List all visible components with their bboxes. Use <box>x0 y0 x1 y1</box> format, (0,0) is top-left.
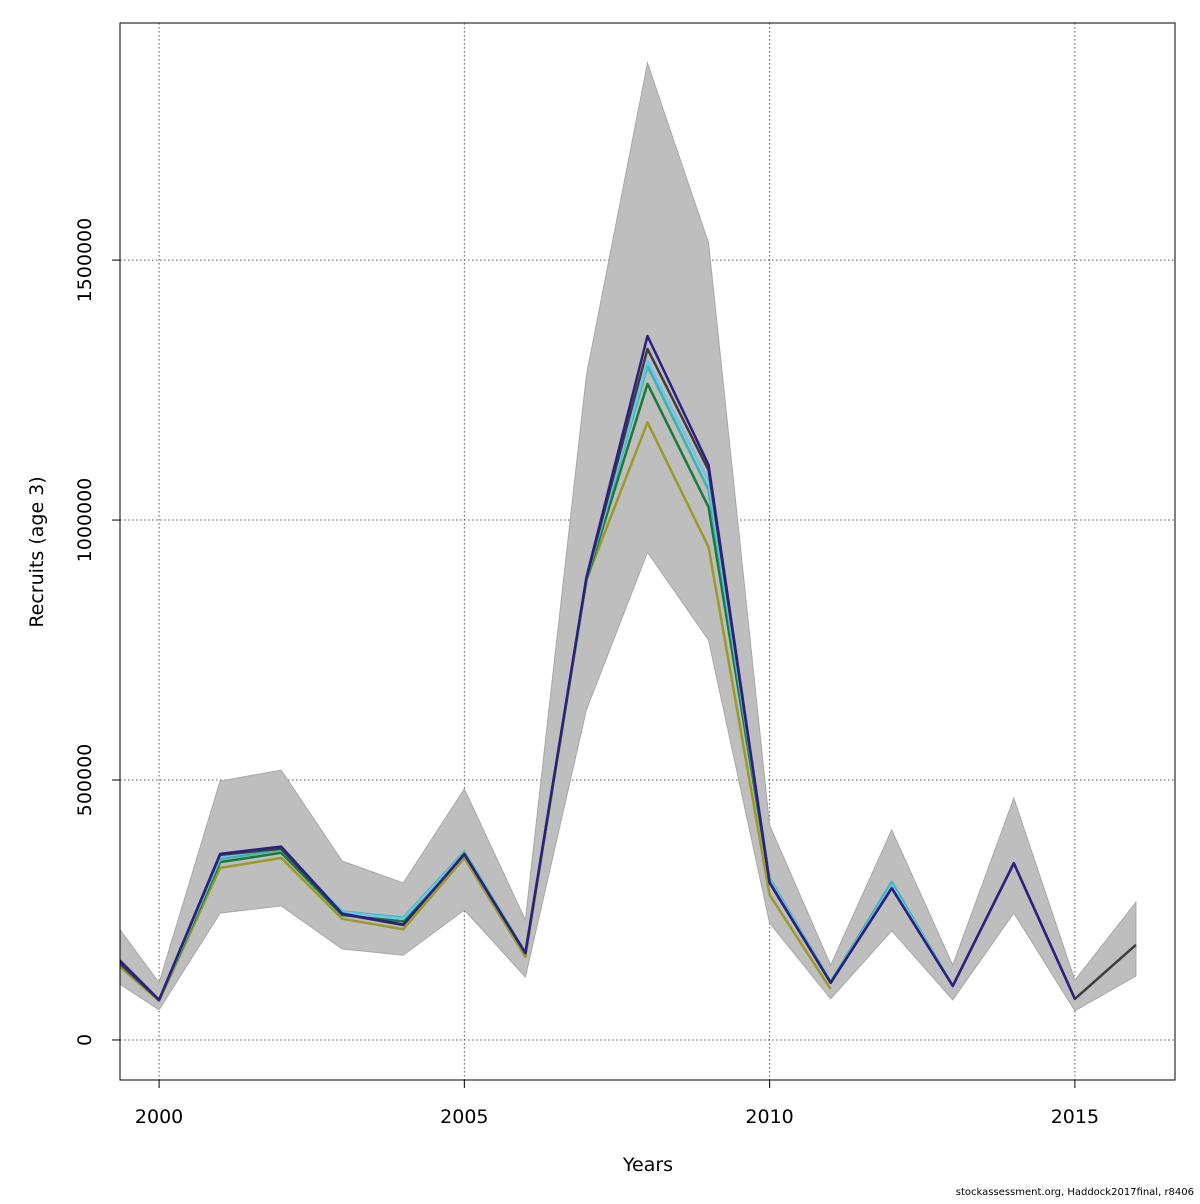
y-tick-label: 1000000 <box>74 478 96 563</box>
plot-frame <box>119 22 1176 1081</box>
y-axis-label: Recruits (age 3) <box>26 476 48 627</box>
axes: 2000 2005 2010 2015 0 500000 1000000 1500000 <box>74 218 1099 1128</box>
y-tick-label: 500000 <box>74 744 96 817</box>
series-group <box>120 334 1137 1003</box>
series-line-0 <box>120 421 832 1003</box>
y-tick-label: 1500000 <box>74 218 96 303</box>
confidence-band <box>120 61 1137 1012</box>
x-tick-label: 2010 <box>745 1106 793 1128</box>
series-line-5 <box>120 334 1077 1002</box>
x-tick-label: 2005 <box>440 1106 488 1128</box>
x-axis-label: Years <box>622 1154 673 1176</box>
x-tick-label: 2015 <box>1051 1106 1099 1128</box>
confidence-band-group <box>120 61 1137 1012</box>
footer-source: stockassessment.org, Haddock2017final, r… <box>955 1187 1194 1198</box>
y-tick-label: 0 <box>74 1034 96 1046</box>
x-tick-label: 2000 <box>135 1106 183 1128</box>
